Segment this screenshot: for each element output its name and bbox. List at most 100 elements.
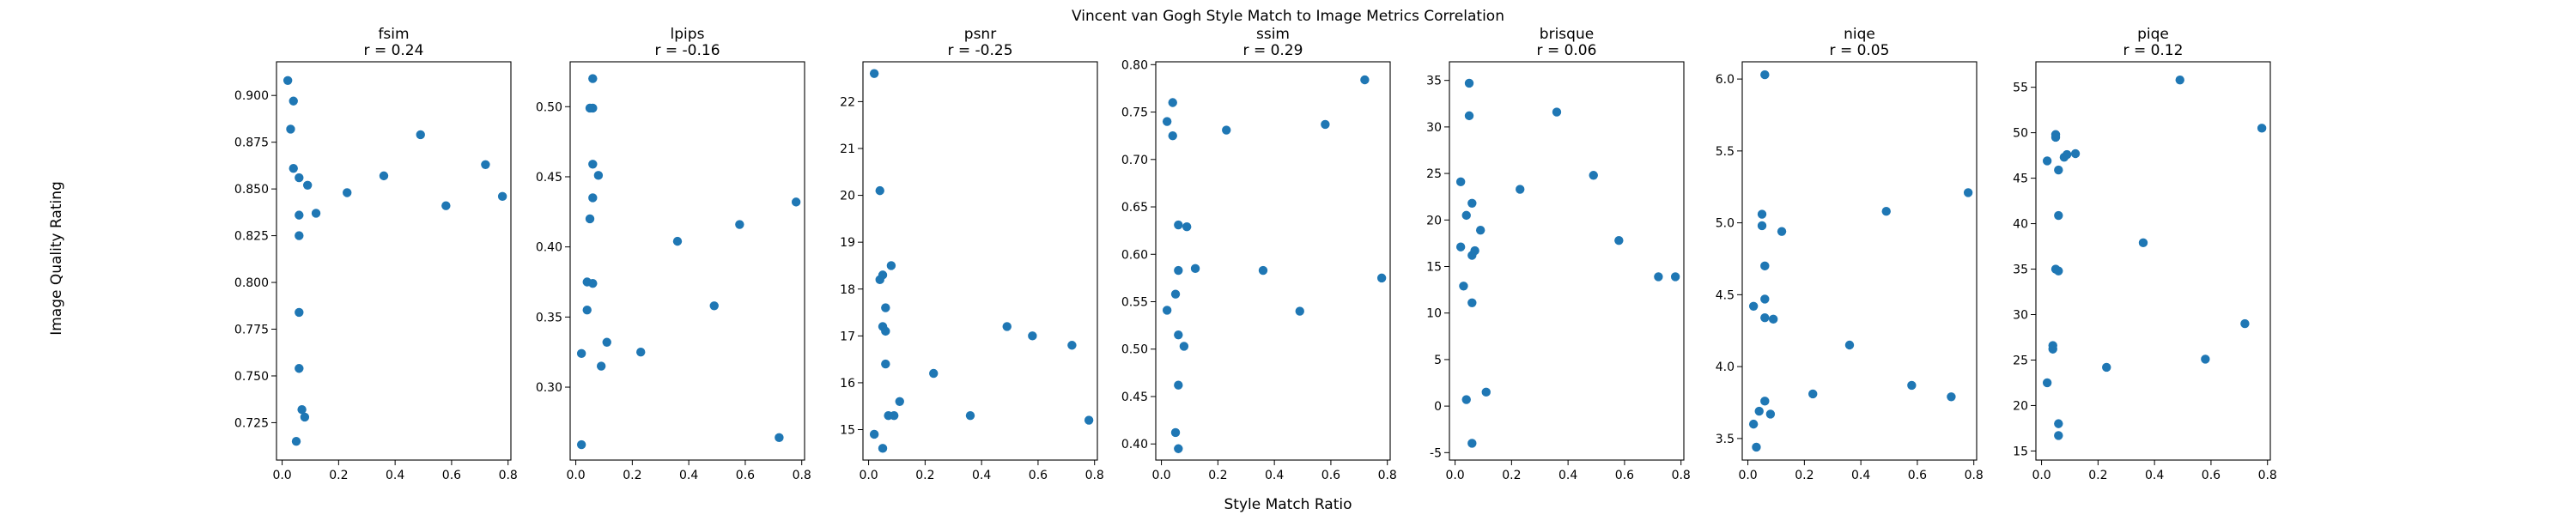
y-tick-label: 0.35 [536, 311, 562, 324]
subplot-correlation: r = 0.12 [2123, 42, 2184, 59]
y-tick-label: 16 [840, 377, 855, 391]
data-point [636, 347, 646, 357]
data-point [1258, 265, 1268, 276]
data-point [588, 160, 598, 169]
data-point [481, 160, 490, 170]
data-point [869, 69, 879, 78]
y-tick-label: 20 [1426, 214, 1442, 227]
y-tick-label: 25 [2013, 354, 2028, 367]
data-point [791, 197, 801, 207]
x-tick-label: 0.2 [1208, 469, 1227, 482]
data-point [2054, 419, 2063, 428]
y-tick-label: 10 [1426, 307, 1442, 321]
y-tick-label: 0.55 [1121, 296, 1148, 310]
data-point [1170, 289, 1181, 299]
data-point [2054, 431, 2063, 440]
y-tick-label: 0.45 [536, 171, 562, 185]
figure-title: Vincent van Gogh Style Match to Image Me… [1072, 8, 1504, 25]
data-point [1002, 322, 1012, 331]
data-point [576, 348, 586, 359]
y-tick-label: 0.50 [536, 100, 562, 114]
data-point [302, 180, 313, 190]
data-point [1168, 130, 1177, 141]
data-point [593, 171, 604, 180]
x-tick-label: 0.8 [1672, 469, 1691, 482]
data-point [1947, 392, 1956, 402]
data-point [1481, 387, 1491, 397]
data-point [1752, 442, 1761, 452]
data-point [1765, 409, 1776, 419]
data-point [295, 364, 304, 373]
data-point [1757, 209, 1767, 219]
subplot-correlation: r = 0.24 [364, 42, 424, 59]
y-tick-label: 4.0 [1716, 360, 1735, 374]
x-tick-label: 0.4 [386, 469, 404, 482]
axes-frame [1155, 61, 1391, 461]
y-tick-label: 0.825 [234, 230, 269, 244]
data-point [1295, 306, 1304, 316]
data-point [576, 439, 586, 450]
x-tick-label: 0.2 [623, 469, 641, 482]
y-tick-label: 30 [1426, 121, 1442, 135]
data-point [2042, 156, 2052, 166]
x-tick-label: 0.6 [1029, 469, 1048, 482]
data-point [869, 429, 879, 439]
x-tick-label: 0.6 [1321, 469, 1340, 482]
subplot-correlation: r = 0.29 [1243, 42, 1303, 59]
data-point [1464, 111, 1474, 121]
y-tick-label: 22 [840, 95, 855, 109]
data-point [588, 278, 598, 288]
data-point [886, 261, 896, 270]
y-tick-label: 35 [1426, 75, 1442, 88]
y-tick-label: 0.30 [536, 381, 562, 395]
x-tick-label: 0.0 [566, 469, 585, 482]
data-point [2257, 124, 2267, 133]
axes-frame [1741, 61, 1978, 461]
data-point [1748, 419, 1759, 429]
data-point [295, 231, 304, 240]
y-tick-label: 0.60 [1121, 248, 1148, 262]
x-tick-label: 0.2 [2088, 469, 2107, 482]
x-tick-label: 0.2 [915, 469, 934, 482]
data-point [2175, 75, 2184, 85]
subplot-correlation: r = 0.06 [1537, 42, 1597, 59]
subplot-title: niqe [1844, 26, 1875, 43]
data-point [1461, 395, 1471, 404]
y-tick-label: 4.5 [1716, 288, 1735, 302]
data-point [291, 437, 301, 446]
data-point [602, 337, 611, 347]
y-tick-label: 20 [2013, 399, 2028, 413]
data-point [889, 410, 899, 421]
data-point [775, 433, 784, 443]
subplot-correlation: r = -0.25 [947, 42, 1012, 59]
data-point [1467, 198, 1477, 208]
data-point [289, 96, 298, 106]
y-tick-label: 0.725 [234, 416, 269, 430]
x-tick-label: 0.8 [1965, 469, 1984, 482]
data-point [1768, 314, 1778, 324]
data-point [1467, 298, 1477, 307]
data-point [1760, 70, 1770, 80]
data-point [1182, 222, 1192, 232]
subplot-title: psnr [964, 26, 996, 43]
subplot-title: brisque [1540, 26, 1594, 43]
data-point [1654, 272, 1663, 282]
x-tick-label: 0.4 [972, 469, 991, 482]
y-tick-label: 0 [1434, 400, 1442, 414]
data-point [416, 130, 425, 140]
figure-ylabel: Image Quality Rating [48, 181, 65, 336]
y-tick-label: 0.70 [1121, 154, 1148, 167]
x-tick-label: 0.4 [1265, 469, 1284, 482]
y-tick-label: 45 [2013, 173, 2028, 186]
x-tick-label: 0.6 [1615, 469, 1634, 482]
y-tick-label: 0.65 [1121, 201, 1148, 215]
subplot-title: fsim [378, 26, 409, 43]
x-tick-label: 0.4 [1851, 469, 1870, 482]
y-tick-label: 5.5 [1716, 145, 1735, 159]
data-point [1174, 220, 1183, 230]
data-point [1455, 177, 1466, 187]
data-point [1754, 406, 1764, 416]
data-point [300, 412, 310, 422]
